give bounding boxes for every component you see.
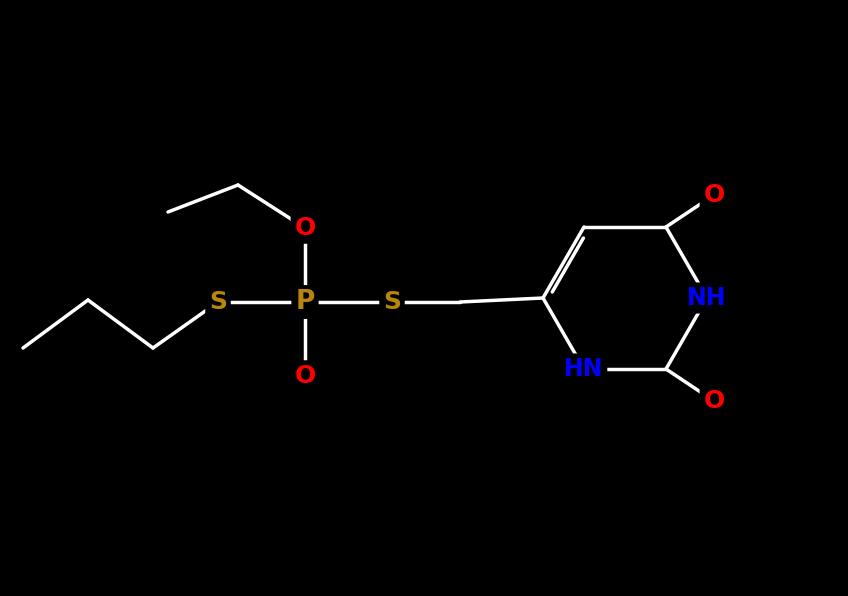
Text: O: O: [294, 216, 315, 240]
Text: S: S: [209, 290, 227, 314]
Text: P: P: [295, 289, 315, 315]
Text: NH: NH: [687, 286, 727, 310]
Text: O: O: [294, 364, 315, 388]
Text: O: O: [703, 183, 725, 207]
Text: O: O: [703, 389, 725, 413]
Text: S: S: [383, 290, 401, 314]
Text: HN: HN: [564, 357, 604, 381]
